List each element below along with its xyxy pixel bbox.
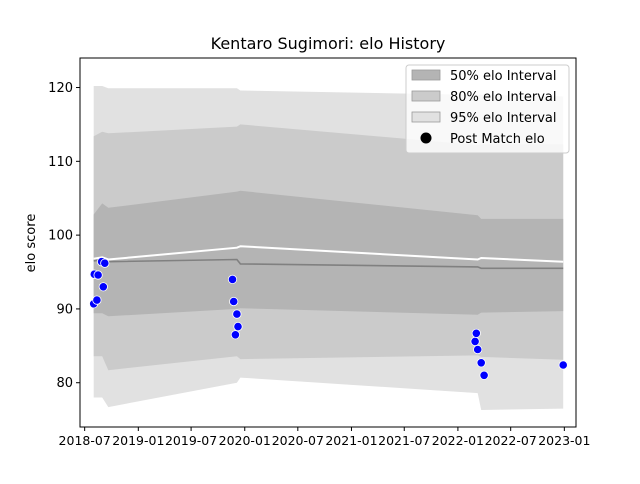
legend-label: 80% elo Interval bbox=[450, 90, 557, 105]
post-match-elo-point bbox=[558, 360, 568, 370]
post-match-elo-point bbox=[93, 270, 103, 280]
x-tick-label: 2020-01 bbox=[219, 433, 271, 448]
plot-frame bbox=[79, 57, 577, 428]
x-tick-label: 2018-07 bbox=[59, 433, 111, 448]
legend-swatch-0 bbox=[411, 69, 441, 81]
post-match-elo-point bbox=[227, 274, 238, 284]
legend-box bbox=[405, 64, 570, 154]
y-tick-label: 110 bbox=[48, 155, 73, 170]
post-match-elo-point bbox=[473, 344, 483, 355]
x-tick-label: 2020-07 bbox=[272, 433, 324, 448]
legend: 50% elo Interval 80% elo Interval 95% elo … bbox=[405, 64, 570, 154]
legend-label: 95% elo Interval bbox=[450, 111, 557, 126]
band-50-interval bbox=[93, 190, 564, 317]
plot-area bbox=[89, 86, 568, 410]
legend-label: 50% elo Interval bbox=[450, 69, 557, 84]
post-match-elo-point bbox=[233, 321, 243, 332]
post-match-elo-point bbox=[476, 358, 486, 368]
post-match-elo-point bbox=[92, 295, 102, 305]
y-tick-label: 80 bbox=[56, 376, 73, 391]
y-axis-label: elo score bbox=[24, 214, 39, 273]
post-match-elo-point bbox=[229, 296, 239, 307]
x-tick-label: 2021-01 bbox=[325, 433, 377, 448]
post-match-elo-point bbox=[232, 309, 242, 319]
x-tick-label: 2022-01 bbox=[432, 433, 484, 448]
post-match-elo-point bbox=[98, 282, 108, 292]
chart-title: Kentaro Sugimori: elo History bbox=[211, 34, 446, 53]
legend-swatch-2 bbox=[411, 111, 441, 123]
legend-swatch-1 bbox=[411, 90, 441, 102]
x-tick-label: 2019-01 bbox=[112, 433, 164, 448]
x-tick-label: 2021-07 bbox=[378, 433, 430, 448]
post-match-elo-point bbox=[100, 258, 110, 268]
post-match-elo-point bbox=[471, 328, 481, 338]
post-match-elo-point bbox=[470, 336, 480, 346]
legend-marker-swatch bbox=[420, 132, 432, 144]
y-tick-label: 120 bbox=[48, 81, 73, 96]
y-tick-label: 100 bbox=[48, 229, 73, 244]
x-tick-label: 2023-01 bbox=[538, 433, 590, 448]
legend-label: Post Match elo bbox=[450, 132, 545, 147]
x-tick-label: 2019-07 bbox=[165, 433, 217, 448]
post-match-elo-point bbox=[230, 330, 240, 340]
y-tick-label: 90 bbox=[56, 302, 73, 317]
x-tick-label: 2022-07 bbox=[485, 433, 537, 448]
post-match-elo-point bbox=[479, 370, 489, 380]
